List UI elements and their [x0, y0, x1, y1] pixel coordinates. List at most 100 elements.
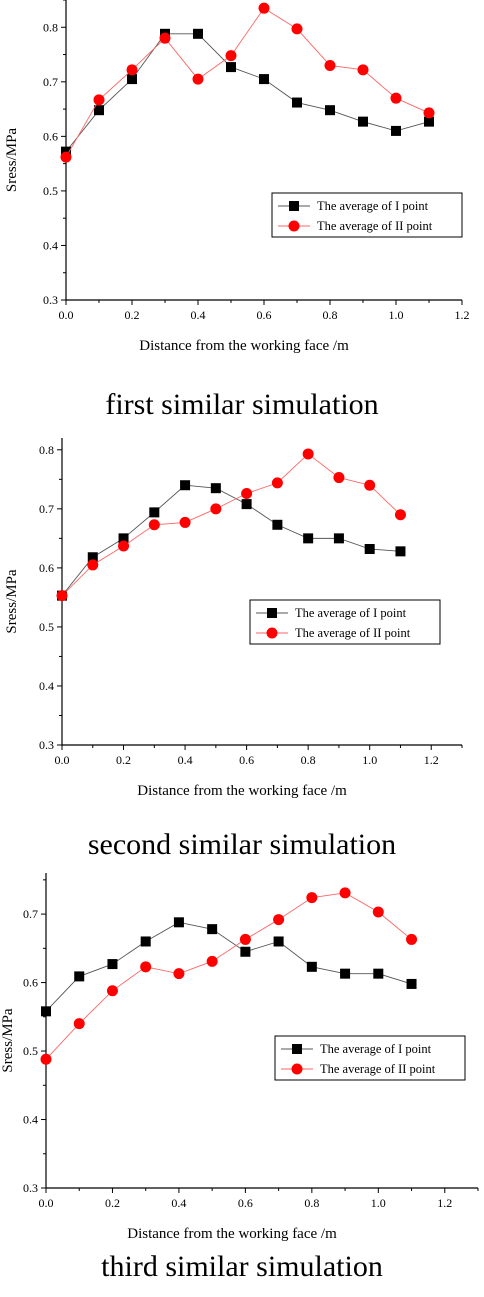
x-tick-label: 0.2 [125, 308, 140, 322]
legend-label: The average of I point [317, 199, 429, 213]
chart-caption-3: third similar simulation [101, 1250, 383, 1283]
y-tick-label: 0.8 [43, 20, 58, 34]
y-tick-label: 0.7 [23, 907, 38, 921]
legend-label: The average of I point [320, 1042, 432, 1056]
data-point-circle [291, 23, 303, 35]
data-point-circle [106, 985, 118, 997]
data-point-circle [73, 1018, 85, 1030]
data-point-square [118, 533, 129, 544]
y-tick-label: 0.5 [43, 184, 58, 198]
data-point-square [303, 533, 314, 544]
y-tick-label: 0.3 [43, 293, 58, 307]
legend-marker-circle [291, 1063, 303, 1075]
series-line-1 [65, 33, 430, 152]
series-line-1 [61, 484, 401, 596]
data-point-circle [357, 64, 369, 76]
x-tick-label: 0.2 [116, 753, 131, 767]
data-point-circle [258, 2, 270, 14]
data-point-square [395, 546, 406, 557]
y-tick-label: 0.7 [39, 502, 54, 516]
series-line-2 [45, 892, 412, 1060]
data-point-circle [210, 503, 222, 515]
x-tick-label: 0.8 [323, 308, 338, 322]
data-point-circle [324, 59, 336, 71]
data-point-circle [118, 540, 130, 552]
data-point-square [358, 116, 368, 127]
x-tick-label: 0.4 [191, 308, 206, 322]
y-tick-label: 0.3 [23, 1181, 38, 1195]
data-point-circle [333, 472, 345, 484]
x-tick-label: 0.8 [304, 1196, 319, 1210]
chart-caption-2: second similar simulation [87, 828, 397, 861]
data-point-square [364, 543, 375, 554]
data-point-circle [60, 151, 72, 163]
data-point-circle [239, 933, 251, 945]
data-point-circle [306, 892, 318, 904]
legend-box [271, 192, 463, 238]
data-point-square [391, 125, 401, 136]
data-point-circle [394, 509, 406, 521]
x-tick-label: 0.6 [239, 753, 254, 767]
data-point-square [333, 533, 344, 544]
y-tick-label: 0.4 [39, 679, 54, 693]
data-point-circle [271, 477, 283, 489]
x-tick-label: 1.2 [424, 753, 439, 767]
data-point-square [127, 74, 137, 85]
y-tick-label: 0.6 [23, 976, 38, 990]
legend-label: The average of II point [317, 219, 433, 233]
data-point-square [87, 552, 98, 563]
data-point-square [424, 116, 434, 127]
y-tick-label: 0.5 [39, 620, 54, 634]
y-axis-label: Sress/MPa [0, 1008, 16, 1073]
y-tick-label: 0.8 [39, 443, 54, 457]
data-point-circle [87, 559, 99, 571]
data-point-square [74, 971, 85, 982]
x-tick-label: 0.4 [171, 1196, 186, 1210]
data-point-circle [159, 32, 171, 44]
x-tick-label: 0.2 [105, 1196, 120, 1210]
legend-label: The average of II point [320, 1062, 436, 1076]
data-point-circle [126, 64, 138, 76]
x-tick-label: 1.0 [389, 308, 404, 322]
chart-panel-3: 0.3 0.4 0.5 0.6 0.7 0.0 0.2 0.4 0.6 0.8 1.0 1.2 Dist… [0, 868, 484, 1248]
data-point-square [325, 105, 335, 116]
data-point-square [241, 499, 252, 510]
data-point-circle [364, 479, 376, 491]
data-point-square [406, 978, 417, 989]
data-point-circle [192, 73, 204, 85]
data-point-circle [56, 590, 68, 602]
data-point-circle [225, 50, 237, 62]
data-point-square [193, 28, 203, 39]
data-point-circle [273, 914, 285, 926]
x-tick-label: 1.0 [371, 1196, 386, 1210]
y-tick-label: 0.3 [39, 738, 54, 752]
y-tick-label: 0.7 [43, 75, 58, 89]
data-point-square [207, 924, 218, 935]
y-tick-label: 0.4 [23, 1113, 38, 1127]
data-point-square [240, 946, 251, 957]
data-point-circle [372, 906, 384, 918]
data-point-circle [390, 92, 402, 104]
chart-3: 0.3 0.4 0.5 0.6 0.7 0.0 0.2 0.4 0.6 0.8 1.0 1.2 Dist… [0, 873, 479, 1242]
chart-caption-1: first similar simulation [105, 388, 379, 421]
data-point-square [107, 959, 118, 970]
y-tick-label: 0.6 [43, 129, 58, 143]
data-point-square [149, 507, 160, 518]
legend-marker-square [289, 201, 299, 211]
data-point-square [273, 936, 284, 947]
data-point-square [373, 968, 384, 979]
data-point-circle [339, 887, 351, 899]
chart-panel-2: 0.3 0.4 0.5 0.6 0.7 0.8 0.0 0.2 0.4 0.6 0.8 1.0 1.2 D… [0, 430, 484, 810]
data-point-circle [93, 94, 105, 106]
x-tick-label: 0.8 [301, 753, 316, 767]
y-axis-label: Sress/MPa [4, 569, 20, 634]
legend-label: The average of I point [295, 606, 407, 620]
chart-panel-1: 0.3 0.4 0.5 0.6 0.7 0.8 0.0 0.2 0.4 0.6 0.8 1.0 1.2 D… [0, 0, 484, 380]
data-point-square [94, 105, 104, 116]
x-tick-label: 0.6 [238, 1196, 253, 1210]
data-point-square [140, 936, 151, 947]
data-point-square [272, 519, 283, 530]
data-point-square [340, 968, 351, 979]
legend-box [274, 1035, 466, 1081]
series-line-2 [65, 7, 430, 158]
